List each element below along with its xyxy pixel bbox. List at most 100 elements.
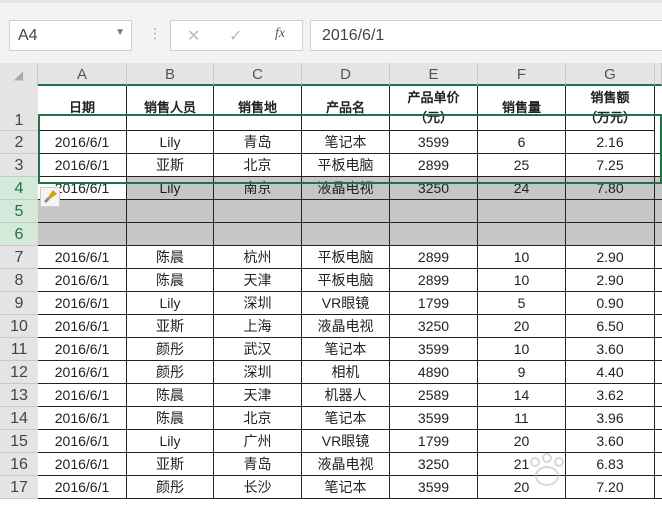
cell[interactable]: 2016/6/1 bbox=[38, 315, 127, 338]
column-header-E[interactable]: E bbox=[390, 63, 478, 86]
cell[interactable]: 上海 bbox=[214, 315, 302, 338]
cell[interactable] bbox=[390, 200, 478, 223]
row-header-17[interactable]: 17 bbox=[0, 476, 38, 499]
cell[interactable]: 3.60 bbox=[566, 338, 655, 361]
cell[interactable] bbox=[655, 315, 662, 338]
header-cell[interactable]: 销售人员 bbox=[127, 86, 214, 131]
cell[interactable]: 2016/6/1 bbox=[38, 407, 127, 430]
cell[interactable]: 6.50 bbox=[566, 315, 655, 338]
cell[interactable]: 天津 bbox=[214, 269, 302, 292]
cell[interactable]: 2899 bbox=[390, 154, 478, 177]
cell[interactable]: 平板电脑 bbox=[302, 154, 390, 177]
header-cell[interactable]: 产品名 bbox=[302, 86, 390, 131]
cell[interactable] bbox=[655, 246, 662, 269]
cell[interactable]: 液晶电视 bbox=[302, 315, 390, 338]
cell[interactable]: 2016/6/1 bbox=[38, 361, 127, 384]
cell[interactable]: 液晶电视 bbox=[302, 453, 390, 476]
cell[interactable]: 21 bbox=[478, 453, 566, 476]
cell[interactable] bbox=[655, 338, 662, 361]
cell[interactable]: Lily bbox=[127, 131, 214, 154]
cell[interactable]: 笔记本 bbox=[302, 131, 390, 154]
cell[interactable]: 10 bbox=[478, 246, 566, 269]
row-header-5[interactable]: 5 bbox=[0, 200, 38, 223]
row-header-7[interactable]: 7 bbox=[0, 246, 38, 269]
row-header-14[interactable]: 14 bbox=[0, 407, 38, 430]
cell[interactable]: 陈晨 bbox=[127, 269, 214, 292]
cancel-icon[interactable]: ✕ bbox=[187, 28, 201, 45]
cell[interactable]: 2016/6/1 bbox=[38, 154, 127, 177]
row-header-16[interactable]: 16 bbox=[0, 453, 38, 476]
row-header-9[interactable]: 9 bbox=[0, 292, 38, 315]
cell[interactable] bbox=[655, 177, 662, 200]
cell[interactable]: 陈晨 bbox=[127, 407, 214, 430]
cell[interactable]: 2016/6/1 bbox=[38, 430, 127, 453]
column-header-D[interactable]: D bbox=[302, 63, 390, 86]
cell[interactable]: 5 bbox=[478, 292, 566, 315]
header-cell[interactable]: 销售地 bbox=[214, 86, 302, 131]
cell[interactable]: 20 bbox=[478, 430, 566, 453]
header-cell[interactable]: 日期 bbox=[38, 86, 127, 131]
cell[interactable] bbox=[302, 200, 390, 223]
cell[interactable]: 2.90 bbox=[566, 269, 655, 292]
cell[interactable]: 2016/6/1 bbox=[38, 246, 127, 269]
cell[interactable]: 24 bbox=[478, 177, 566, 200]
cell[interactable]: 2016/6/1 bbox=[38, 476, 127, 499]
cell[interactable] bbox=[566, 223, 655, 246]
cell[interactable]: 杭州 bbox=[214, 246, 302, 269]
cell[interactable] bbox=[655, 269, 662, 292]
cell[interactable]: 2016/6/1 bbox=[38, 269, 127, 292]
cell[interactable] bbox=[478, 223, 566, 246]
cell[interactable] bbox=[478, 200, 566, 223]
cell[interactable]: 3599 bbox=[390, 338, 478, 361]
cell[interactable]: 7.20 bbox=[566, 476, 655, 499]
cell[interactable]: 2016/6/1 bbox=[38, 338, 127, 361]
cell[interactable]: 相机 bbox=[302, 361, 390, 384]
cell[interactable]: 2016/6/1 bbox=[38, 453, 127, 476]
row-header-6[interactable]: 6 bbox=[0, 223, 38, 246]
cell[interactable]: 25 bbox=[478, 154, 566, 177]
row-header-4[interactable]: 4 bbox=[0, 177, 38, 200]
cell[interactable] bbox=[38, 223, 127, 246]
cell[interactable]: 1799 bbox=[390, 292, 478, 315]
cell[interactable]: 深圳 bbox=[214, 292, 302, 315]
cell[interactable]: 笔记本 bbox=[302, 338, 390, 361]
cell[interactable]: 平板电脑 bbox=[302, 246, 390, 269]
cell[interactable]: 颜彤 bbox=[127, 476, 214, 499]
column-header-G[interactable]: G bbox=[566, 63, 655, 86]
row-header-3[interactable]: 3 bbox=[0, 154, 38, 177]
header-cell[interactable]: 销售量 bbox=[478, 86, 566, 131]
header-cell[interactable]: 产品单价 （元） bbox=[390, 86, 478, 131]
cell[interactable] bbox=[655, 430, 662, 453]
cell[interactable]: 4.40 bbox=[566, 361, 655, 384]
cell[interactable]: 6.83 bbox=[566, 453, 655, 476]
row-header-10[interactable]: 10 bbox=[0, 315, 38, 338]
cell[interactable]: 液晶电视 bbox=[302, 177, 390, 200]
cell[interactable]: 1799 bbox=[390, 430, 478, 453]
name-box[interactable]: A4 ▼ bbox=[9, 20, 132, 51]
cell[interactable] bbox=[127, 223, 214, 246]
cell[interactable]: 3.62 bbox=[566, 384, 655, 407]
cell[interactable]: 2016/6/1 bbox=[38, 177, 127, 200]
cell[interactable]: VR眼镜 bbox=[302, 292, 390, 315]
cell[interactable]: 笔记本 bbox=[302, 407, 390, 430]
cell[interactable] bbox=[655, 361, 662, 384]
cell[interactable]: 6 bbox=[478, 131, 566, 154]
column-header-A[interactable]: A bbox=[38, 63, 127, 86]
cell[interactable]: 11 bbox=[478, 407, 566, 430]
cell[interactable]: 亚斯 bbox=[127, 315, 214, 338]
cell[interactable] bbox=[566, 200, 655, 223]
cell[interactable] bbox=[655, 384, 662, 407]
cell[interactable]: 20 bbox=[478, 476, 566, 499]
cell[interactable] bbox=[655, 154, 662, 177]
cell[interactable] bbox=[214, 200, 302, 223]
cell[interactable]: 2016/6/1 bbox=[38, 131, 127, 154]
cell[interactable]: 平板电脑 bbox=[302, 269, 390, 292]
cell[interactable]: 武汉 bbox=[214, 338, 302, 361]
cell[interactable]: 颜彤 bbox=[127, 338, 214, 361]
cell[interactable]: 亚斯 bbox=[127, 453, 214, 476]
row-header-11[interactable]: 11 bbox=[0, 338, 38, 361]
cell[interactable]: 3599 bbox=[390, 407, 478, 430]
cell[interactable] bbox=[38, 200, 127, 223]
cell[interactable]: 北京 bbox=[214, 154, 302, 177]
paste-options-icon[interactable] bbox=[40, 187, 60, 207]
